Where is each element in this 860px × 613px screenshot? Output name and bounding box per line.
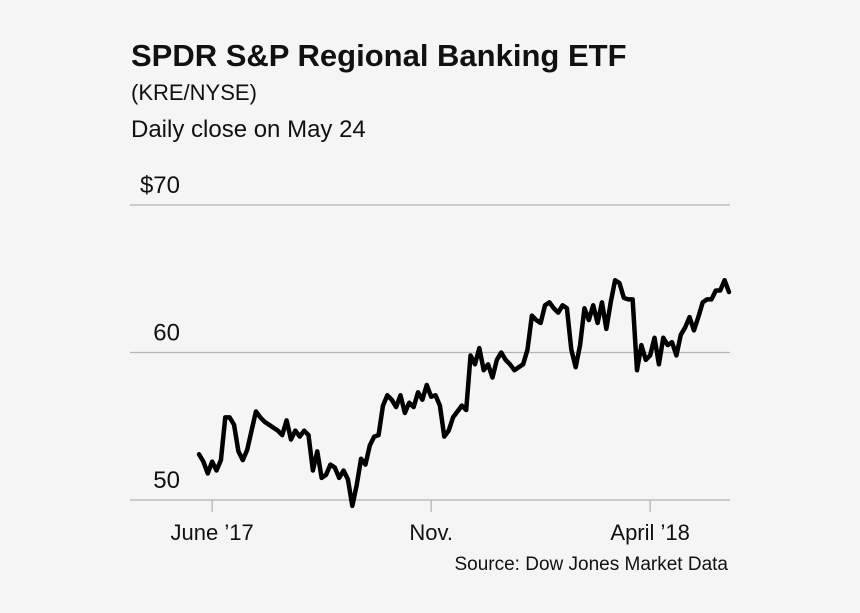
- x-tick-label: June ’17: [171, 520, 254, 545]
- chart-title: SPDR S&P Regional Banking ETF: [131, 38, 627, 73]
- y-tick-label: 50: [153, 467, 180, 494]
- x-tick-label: April ’18: [610, 520, 689, 545]
- y-tick-label: $70: [140, 172, 180, 199]
- x-tick-label: Nov.: [409, 520, 453, 545]
- chart-subtitle: (KRE/NYSE): [131, 80, 257, 105]
- chart-note: Daily close on May 24: [131, 116, 366, 143]
- source-note: Source: Dow Jones Market Data: [454, 554, 728, 575]
- y-tick-label: 60: [153, 320, 180, 347]
- price-line: [196, 277, 732, 509]
